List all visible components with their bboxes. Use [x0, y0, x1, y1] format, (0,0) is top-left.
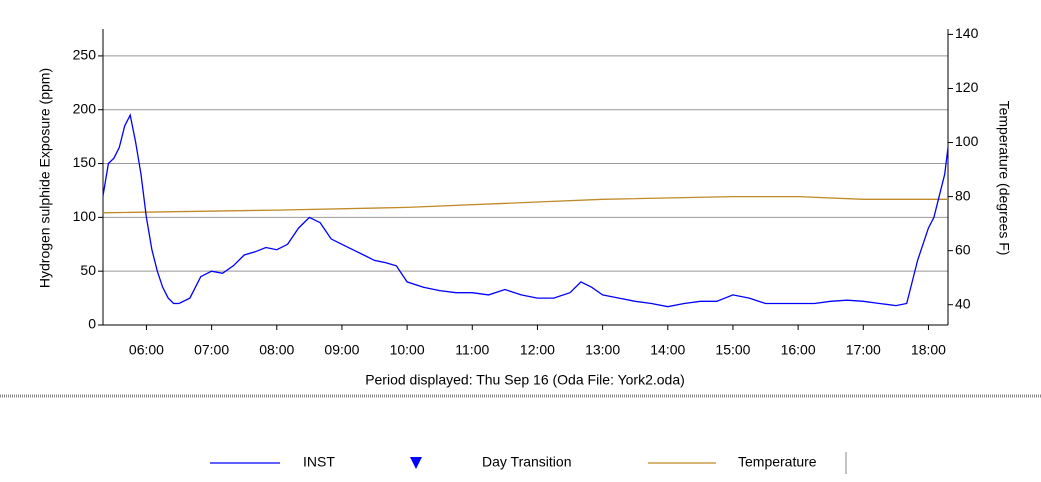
legend-label: Temperature [738, 454, 817, 470]
y2-tick-label: 140 [955, 25, 979, 41]
x-tick-label: 07:00 [194, 342, 229, 358]
x-tick-label: 14:00 [650, 342, 685, 358]
x-tick-label: 10:00 [390, 342, 425, 358]
x-tick-label: 12:00 [520, 342, 555, 358]
x-axis-label: Period displayed: Thu Sep 16 (Oda File: … [365, 372, 685, 388]
x-tick-label: 16:00 [781, 342, 816, 358]
legend-label: Day Transition [482, 454, 571, 470]
y-axis-label: Hydrogen sulphide Exposure (ppm) [37, 68, 53, 288]
legend [205, 447, 848, 477]
y-tick-label: 200 [73, 100, 97, 116]
y-tick-label: 0 [88, 316, 96, 332]
x-tick-label: 06:00 [129, 342, 164, 358]
x-tick-label: 09:00 [324, 342, 359, 358]
y-tick-label: 250 [73, 47, 97, 63]
y2-axis-label: Temperature (degrees F) [996, 101, 1012, 256]
y2-tick-label: 40 [955, 295, 971, 311]
y-tick-label: 100 [73, 208, 97, 224]
legend-label: INST [303, 454, 335, 470]
x-tick-label: 18:00 [911, 342, 946, 358]
x-tick-label: 13:00 [585, 342, 620, 358]
y2-tick-label: 80 [955, 187, 971, 203]
x-tick-label: 08:00 [259, 342, 294, 358]
x-tick-label: 11:00 [455, 342, 489, 358]
y2-tick-label: 100 [955, 133, 979, 149]
series-line [102, 113, 949, 308]
y-tick-label: 150 [73, 154, 97, 170]
y2-tick-label: 60 [955, 241, 971, 257]
legend-marker [410, 457, 422, 469]
y2-tick-label: 120 [955, 79, 979, 95]
x-tick-label: 17:00 [846, 342, 881, 358]
y-tick-label: 50 [80, 262, 96, 278]
chart-background [0, 0, 1041, 394]
series-line [102, 195, 948, 214]
x-tick-label: 15:00 [715, 342, 750, 358]
